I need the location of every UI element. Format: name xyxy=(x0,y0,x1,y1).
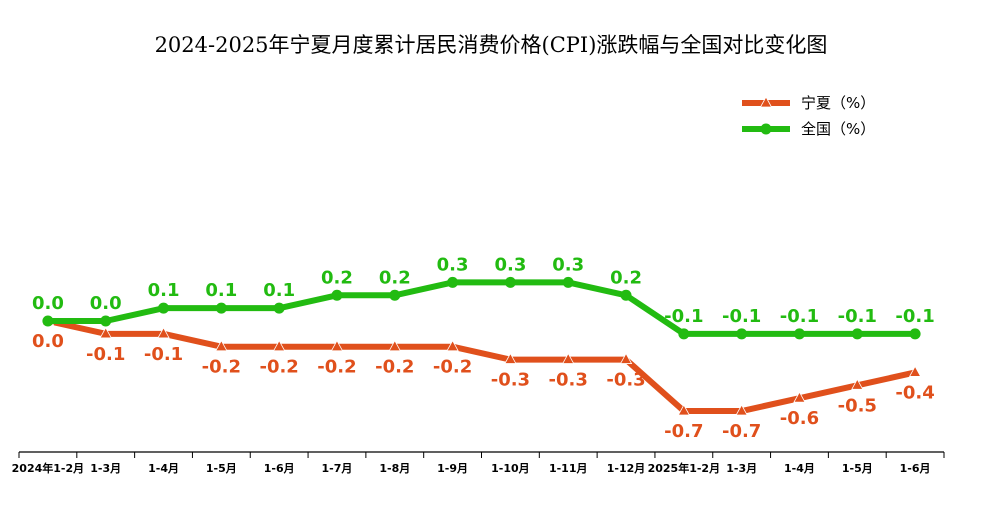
data-label: -0.1 xyxy=(895,306,934,327)
legend-marker xyxy=(759,96,773,108)
data-label: -0.2 xyxy=(317,357,356,378)
data-point xyxy=(330,339,344,352)
data-point xyxy=(620,289,632,301)
data-point xyxy=(42,315,54,327)
data-point xyxy=(504,352,517,364)
legend: 宁夏（%） 全国（%） xyxy=(742,94,875,138)
data-point xyxy=(851,328,863,340)
data-point xyxy=(100,315,112,327)
x-tick-label: 2024年1-2月 xyxy=(12,461,85,475)
data-label: 0.0 xyxy=(32,331,64,352)
data-label: -0.1 xyxy=(664,306,703,327)
data-label: -0.6 xyxy=(780,408,819,429)
legend-label: 全国（%） xyxy=(801,120,875,138)
data-point xyxy=(793,328,805,340)
x-tick-label: 1-3月 xyxy=(90,462,121,475)
data-point xyxy=(851,378,864,390)
data-point xyxy=(678,328,690,340)
data-label: -0.2 xyxy=(433,357,472,378)
data-label: 0.2 xyxy=(321,267,353,288)
x-tick-label: 1-12月 xyxy=(607,462,646,475)
data-point xyxy=(273,302,285,314)
data-label: -0.2 xyxy=(202,357,241,378)
data-label: -0.2 xyxy=(375,357,414,378)
data-point xyxy=(331,289,343,301)
x-tick-label: 1-11月 xyxy=(549,462,588,475)
data-point xyxy=(793,391,806,403)
data-label: 0.3 xyxy=(494,254,526,275)
data-label: -0.3 xyxy=(491,370,530,391)
x-tick-label: 1-10月 xyxy=(491,462,530,475)
data-label: -0.3 xyxy=(549,370,588,391)
x-tick-label: 1-7月 xyxy=(322,462,353,475)
data-point xyxy=(388,339,401,352)
data-label: 0.1 xyxy=(148,280,180,301)
data-label: -0.1 xyxy=(144,344,183,365)
x-tick-label: 2025年1-2月 xyxy=(648,461,721,475)
legend-marker xyxy=(760,123,772,135)
data-point xyxy=(735,404,748,416)
series-line-0 xyxy=(47,318,916,415)
series-line-1 xyxy=(47,279,916,337)
data-label: 0.0 xyxy=(32,293,64,314)
data-label: -0.2 xyxy=(259,357,298,378)
legend-label: 宁夏（%） xyxy=(801,94,875,112)
data-label: -0.3 xyxy=(606,370,645,391)
data-point xyxy=(909,328,921,340)
data-label: -0.7 xyxy=(722,421,761,442)
x-tick-label: 1-9月 xyxy=(437,462,468,475)
data-labels: 0.0-0.1 -0.1-0.2 -0.2 -0.2 -0.2 -0.2-0.3 -0.3-… xyxy=(32,254,935,442)
data-point xyxy=(215,339,228,352)
data-point xyxy=(619,352,633,364)
data-label: -0.1 xyxy=(838,306,877,327)
data-label: -0.1 xyxy=(722,306,761,327)
data-label: 0.1 xyxy=(263,280,295,301)
x-tick-label: 1-5月 xyxy=(206,462,237,475)
data-label: 0.3 xyxy=(437,254,469,275)
data-point xyxy=(736,328,748,340)
data-label: -0.1 xyxy=(86,344,125,365)
data-point xyxy=(908,365,922,377)
data-point xyxy=(677,404,691,416)
x-tick-label: 1-6月 xyxy=(264,462,295,475)
x-tick-label: 1-3月 xyxy=(726,462,757,475)
data-point xyxy=(157,327,170,339)
x-tick-label: 1-8月 xyxy=(379,462,410,475)
data-point xyxy=(504,276,516,288)
x-tick-label: 1-6月 xyxy=(900,462,931,475)
series-layer xyxy=(41,276,922,416)
data-label: 0.2 xyxy=(379,267,411,288)
data-label: 0.2 xyxy=(610,267,642,288)
data-label: -0.1 xyxy=(780,306,819,327)
data-label: -0.5 xyxy=(838,395,877,416)
data-label: -0.7 xyxy=(664,421,703,442)
data-point xyxy=(215,302,227,314)
data-label: -0.4 xyxy=(895,382,934,403)
data-point xyxy=(272,339,286,352)
x-tick-label: 1-4月 xyxy=(148,462,179,475)
data-point xyxy=(562,352,575,364)
data-point xyxy=(446,339,459,352)
chart-title: 2024-2025年宁夏月度累计居民消费价格(CPI)涨跌幅与全国对比变化图 xyxy=(155,33,828,57)
x-tick-label: 1-5月 xyxy=(842,462,873,475)
data-point xyxy=(447,276,459,288)
data-point xyxy=(99,327,112,339)
x-axis: 2024年1-2月 1-3月 1-4月 1-5月 1-6月 1-7月 1-8月 1-9月 1-1… xyxy=(12,451,945,475)
data-point xyxy=(158,302,170,314)
data-label: 0.1 xyxy=(205,280,237,301)
x-tick-label: 1-4月 xyxy=(784,462,815,475)
data-label: 0.3 xyxy=(552,254,584,275)
data-point xyxy=(389,289,401,301)
data-label: 0.0 xyxy=(90,293,122,314)
data-point xyxy=(562,276,574,288)
